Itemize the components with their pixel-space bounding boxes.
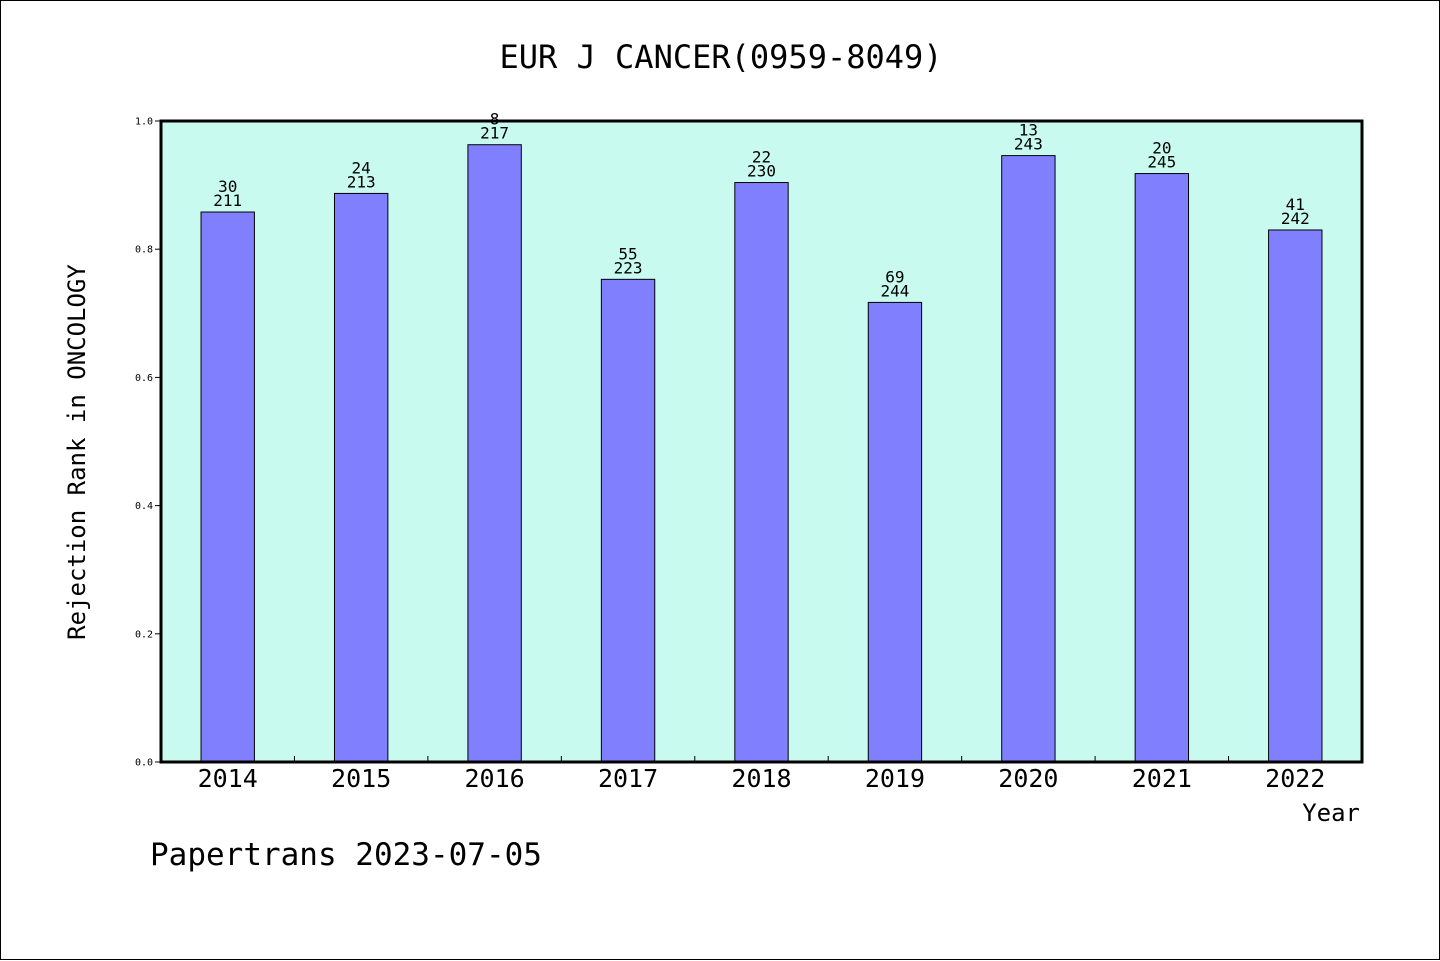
y-axis-label: Rejection Rank in ONCOLOGY (63, 264, 91, 640)
rank-label-2019: 69 (885, 267, 904, 286)
total-label-2018: 230 (747, 162, 776, 181)
total-label-2019: 244 (880, 281, 909, 300)
rank-label-2015: 24 (352, 158, 371, 177)
y-tick-label: 0.8 (135, 245, 153, 256)
x-tick-label-2016: 2016 (465, 764, 525, 793)
y-tick-label: 0.2 (135, 629, 153, 640)
x-axis-ticks: 2014 2015 2016 2017 2018 2019 2020 2021 2022 (198, 756, 1325, 793)
bar-2018 (734, 182, 789, 763)
bar-2021 (1134, 173, 1190, 763)
x-tick-label-2017: 2017 (598, 764, 658, 793)
x-axis-label: Year (1302, 799, 1360, 827)
total-label-2016: 217 (480, 124, 509, 143)
chart-title: EUR J CANCER(0959-8049) (499, 38, 942, 76)
total-label-2015: 213 (347, 172, 376, 191)
total-label-2017: 223 (614, 258, 643, 277)
bar-2015 (333, 192, 389, 763)
bar-2014 (200, 211, 255, 763)
rank-label-2018: 22 (752, 148, 771, 167)
x-tick-label-2019: 2019 (865, 764, 925, 793)
total-label-2020: 243 (1014, 135, 1043, 154)
rank-label-2016: 8 (490, 110, 500, 129)
x-tick-label-2014: 2014 (198, 764, 258, 793)
total-label-2014: 211 (213, 191, 242, 210)
total-label-2021: 245 (1147, 153, 1176, 172)
rank-label-2022: 41 (1286, 195, 1305, 214)
rank-label-2020: 13 (1019, 121, 1038, 140)
bar-2019 (867, 301, 923, 763)
total-label-2022: 242 (1281, 209, 1310, 228)
bar-2022 (1268, 229, 1323, 763)
bar-2020 (1001, 155, 1056, 763)
x-tick-label-2020: 2020 (998, 764, 1058, 793)
footer-credit: Papertrans 2023-07-05 (150, 837, 542, 873)
x-tick-label-2021: 2021 (1132, 764, 1192, 793)
rank-label-2017: 55 (618, 244, 637, 263)
y-tick-label: 0.0 (135, 758, 153, 769)
bar-2017 (600, 278, 656, 763)
x-tick-label-2022: 2022 (1265, 764, 1325, 793)
x-tick-label-2015: 2015 (331, 764, 391, 793)
y-tick-label: 1.0 (135, 117, 153, 128)
rank-label-2021: 20 (1152, 139, 1171, 158)
bars-group (200, 144, 1323, 763)
plot-border (159, 119, 1364, 764)
y-tick-label: 0.4 (135, 501, 153, 512)
y-axis-ticks: 0.0 0.2 0.4 0.6 0.8 1.0 (135, 117, 161, 769)
x-tick-label-2018: 2018 (731, 764, 791, 793)
rank-label-2014: 30 (218, 177, 237, 196)
y-tick-label: 0.6 (135, 373, 153, 384)
bar-2016 (467, 144, 522, 763)
